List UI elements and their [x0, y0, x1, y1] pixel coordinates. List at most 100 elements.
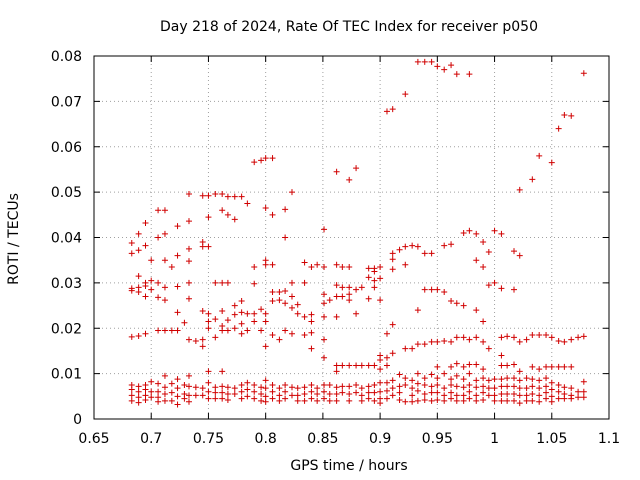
- data-point: [504, 383, 511, 390]
- data-point: [498, 376, 505, 383]
- data-point: [135, 332, 142, 339]
- data-point: [142, 386, 149, 393]
- data-point: [326, 297, 333, 304]
- data-point: [441, 288, 448, 295]
- data-point: [219, 190, 226, 197]
- data-point: [441, 370, 448, 377]
- data-point: [371, 268, 378, 275]
- data-point: [174, 401, 181, 408]
- data-point: [174, 393, 181, 400]
- data-point: [251, 381, 258, 388]
- data-point: [555, 395, 562, 402]
- data-point: [174, 385, 181, 392]
- data-point: [498, 285, 505, 292]
- data-point: [251, 318, 258, 325]
- y-tick-label: 0.01: [51, 367, 82, 383]
- data-point: [555, 125, 562, 132]
- data-point: [561, 363, 568, 370]
- x-tick-label: 1.05: [536, 431, 567, 447]
- data-point: [491, 385, 498, 392]
- data-point: [491, 392, 498, 399]
- data-point: [480, 389, 487, 396]
- data-point: [224, 327, 231, 334]
- data-point: [529, 383, 536, 390]
- data-point: [185, 383, 192, 390]
- data-point: [575, 334, 582, 341]
- data-point: [580, 378, 587, 385]
- data-point: [301, 384, 308, 391]
- data-point: [377, 297, 384, 304]
- data-point: [262, 385, 269, 392]
- data-point: [428, 58, 435, 65]
- data-point: [434, 389, 441, 396]
- data-point: [205, 325, 212, 332]
- data-point: [498, 391, 505, 398]
- data-point: [365, 265, 372, 272]
- data-point: [504, 397, 511, 404]
- data-point: [269, 261, 276, 268]
- data-point: [548, 379, 555, 386]
- y-tick-label: 0: [73, 412, 82, 428]
- data-point: [301, 279, 308, 286]
- data-point: [371, 362, 378, 369]
- data-point: [511, 248, 518, 255]
- data-point: [185, 392, 192, 399]
- data-point: [377, 388, 384, 395]
- data-point: [244, 310, 251, 317]
- data-point: [288, 279, 295, 286]
- data-point: [294, 385, 301, 392]
- data-point: [321, 313, 328, 320]
- data-point: [185, 372, 192, 379]
- data-point: [231, 385, 238, 392]
- data-point: [276, 392, 283, 399]
- data-point: [409, 377, 416, 384]
- y-tick-label: 0.03: [51, 276, 82, 292]
- data-point: [353, 165, 360, 172]
- x-tick-label: 0.7: [140, 431, 162, 447]
- data-point: [333, 293, 340, 300]
- data-point: [276, 336, 283, 343]
- data-point: [262, 377, 269, 384]
- data-point: [536, 366, 543, 373]
- data-point: [453, 300, 460, 307]
- data-point: [498, 230, 505, 237]
- data-point: [333, 397, 340, 404]
- data-point: [174, 309, 181, 316]
- data-point: [219, 383, 226, 390]
- data-point: [453, 383, 460, 390]
- data-point: [258, 384, 265, 391]
- data-point: [224, 279, 231, 286]
- data-point: [529, 332, 536, 339]
- data-point: [523, 397, 530, 404]
- data-point: [174, 223, 181, 230]
- data-point: [580, 70, 587, 77]
- data-point: [504, 333, 511, 340]
- data-point: [414, 243, 421, 250]
- data-point: [371, 397, 378, 404]
- data-point: [142, 330, 149, 337]
- y-axis-ticks: 0 0.01 0.02 0.03 0.04 0.05 0.06 0.07 0.08: [51, 49, 609, 428]
- data-point: [251, 395, 258, 402]
- data-points: [128, 58, 587, 408]
- data-point: [339, 293, 346, 300]
- data-point: [276, 297, 283, 304]
- data-point: [448, 395, 455, 402]
- data-point: [421, 375, 428, 382]
- data-point: [529, 176, 536, 183]
- data-point: [339, 284, 346, 291]
- data-point: [491, 397, 498, 404]
- data-point: [453, 392, 460, 399]
- data-point: [466, 395, 473, 402]
- data-point: [258, 397, 265, 404]
- data-point: [168, 380, 175, 387]
- data-point: [128, 239, 135, 246]
- data-point: [212, 384, 219, 391]
- data-point: [434, 338, 441, 345]
- data-point: [448, 389, 455, 396]
- data-point: [548, 334, 555, 341]
- data-point: [453, 397, 460, 404]
- data-point: [396, 383, 403, 390]
- data-point: [128, 386, 135, 393]
- data-point: [148, 286, 155, 293]
- data-point: [473, 334, 480, 341]
